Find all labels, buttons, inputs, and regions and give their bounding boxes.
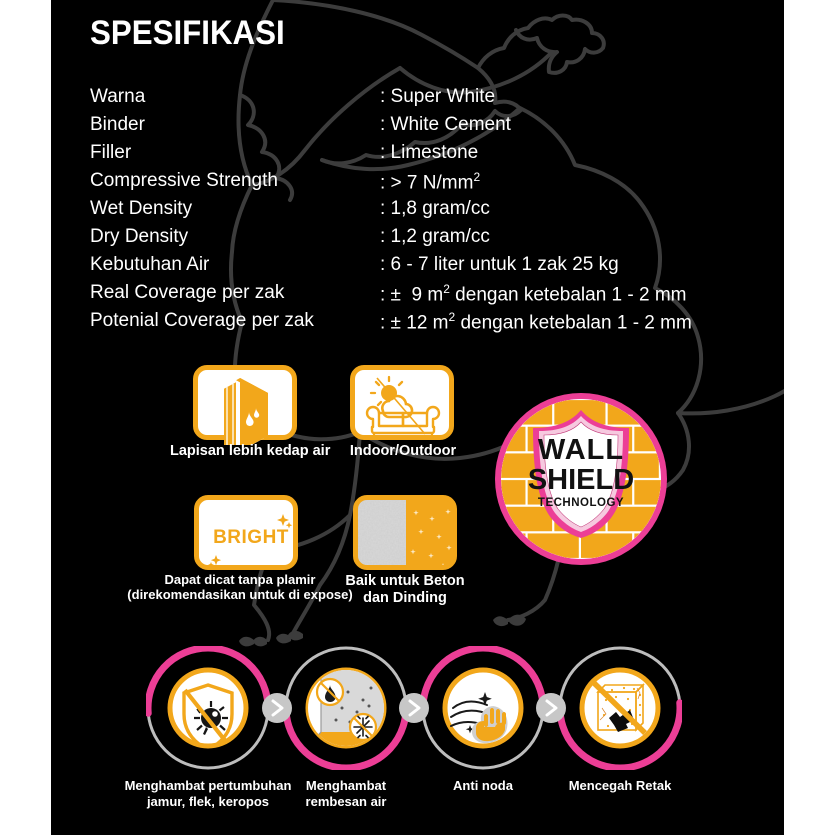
svg-text:BRIGHT: BRIGHT xyxy=(213,527,289,548)
